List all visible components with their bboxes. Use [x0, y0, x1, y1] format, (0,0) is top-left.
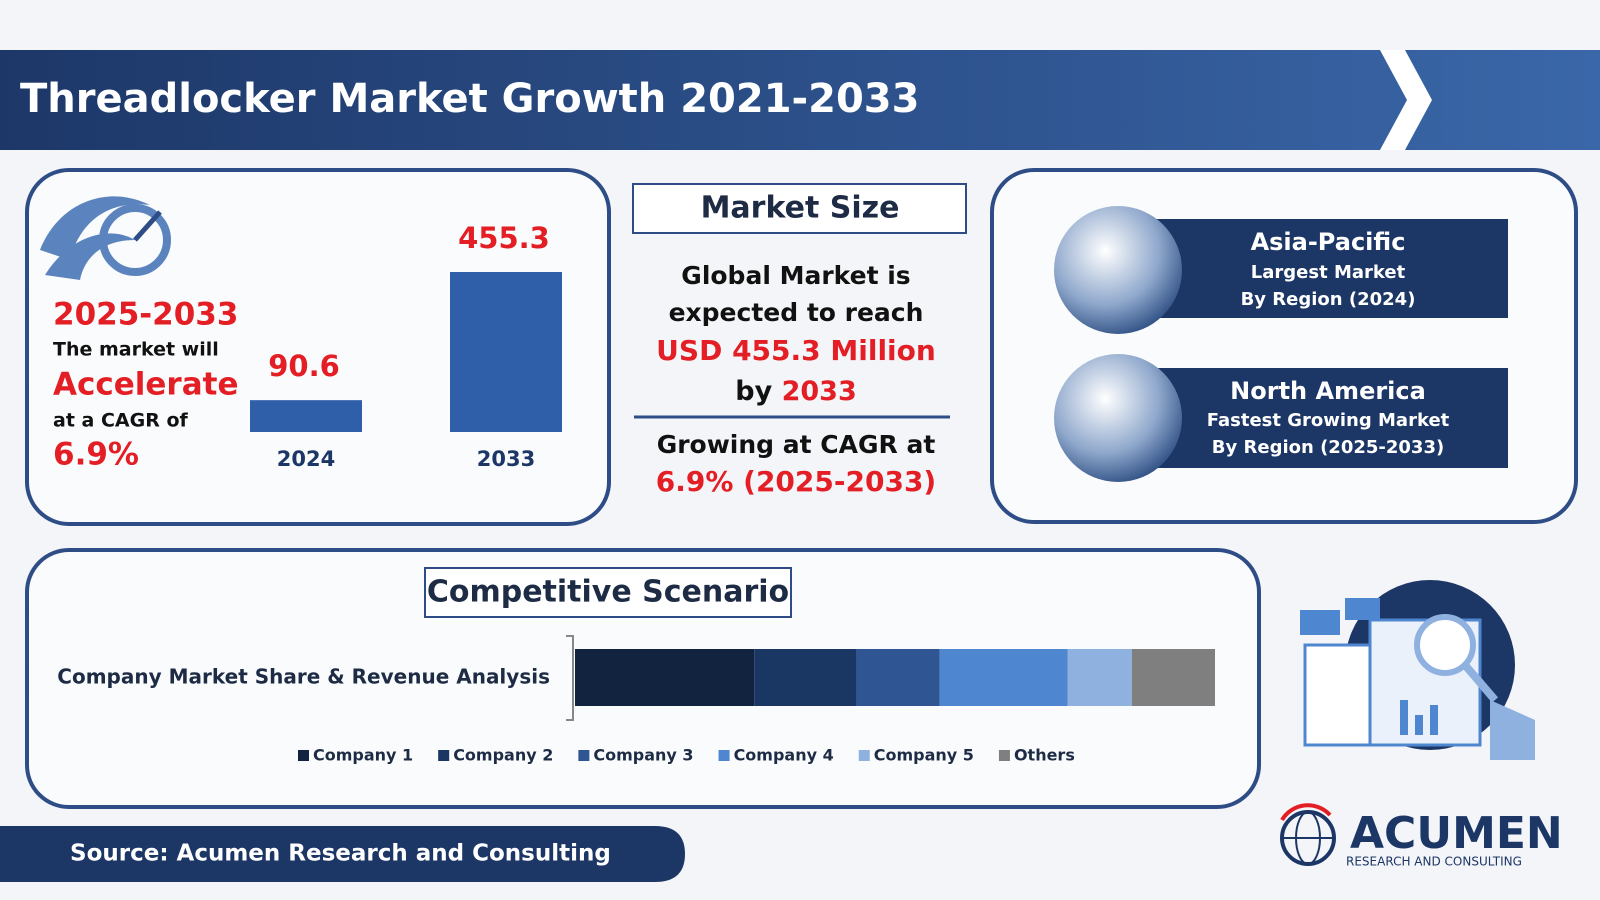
- legend-swatch: [718, 750, 730, 761]
- page-title: Threadlocker Market Growth 2021-2033: [20, 76, 919, 122]
- market-size-cagr: 6.9% (2025-2033): [656, 465, 936, 498]
- bar-segment: [856, 649, 940, 706]
- market-size-year: 2033: [782, 376, 857, 407]
- speed-icon: [40, 196, 171, 280]
- logo-name: ACUMEN: [1350, 808, 1563, 859]
- legend-label: Company 3: [593, 746, 693, 765]
- market-size-text: by: [735, 376, 772, 407]
- region-box: [1150, 368, 1508, 468]
- legend-label: Company 5: [874, 746, 974, 765]
- bracket: [566, 635, 574, 721]
- bar-segment: [939, 649, 1068, 706]
- legend-swatch: [298, 750, 309, 761]
- market-size-year-line: by 2033: [735, 376, 857, 407]
- header-band: [0, 50, 1600, 150]
- bar: [250, 400, 362, 432]
- market-size-amount: USD 455.3 Million: [656, 334, 936, 367]
- growth-text: at a CAGR of: [53, 410, 188, 432]
- growth-cagr: 6.9%: [53, 437, 139, 473]
- bar-value-label: 455.3: [458, 221, 550, 255]
- legend-label: Company 2: [453, 746, 553, 765]
- bar-segment: [1067, 649, 1132, 706]
- competitive-box: [424, 567, 792, 618]
- region-box: [1150, 219, 1508, 318]
- market-size-text: expected to reach: [669, 298, 924, 327]
- analytics-illustration: [1300, 580, 1535, 760]
- legend-swatch: [858, 750, 870, 761]
- x-tick-label: 2024: [277, 447, 335, 471]
- growth-panel: [25, 168, 611, 526]
- growth-text: The market will: [53, 339, 219, 361]
- region-name: Asia-Pacific: [1251, 228, 1406, 256]
- competitive-title: Competitive Scenario: [427, 575, 789, 610]
- legend-label: Others: [1014, 746, 1075, 765]
- globe-icon: [1054, 354, 1182, 482]
- globe-icon: [1054, 206, 1182, 334]
- bar-segment: [1131, 649, 1215, 706]
- region-period: By Region (2025-2033): [1212, 437, 1444, 458]
- region-label: Fastest Growing Market: [1207, 410, 1450, 431]
- bar-segment: [575, 649, 755, 706]
- market-size-title: Market Size: [701, 191, 900, 226]
- market-size-text: Global Market is: [681, 261, 910, 290]
- category-label: Company Market Share & Revenue Analysis: [57, 665, 550, 689]
- market-size-text: Growing at CAGR at: [657, 430, 936, 459]
- legend-swatch: [438, 750, 450, 761]
- region-label: Largest Market: [1251, 262, 1406, 283]
- growth-highlight: Accelerate: [53, 367, 238, 403]
- logo-mark: [1280, 803, 1336, 866]
- source-text: Source: Acumen Research and Consulting: [70, 841, 611, 867]
- legend-swatch: [998, 750, 1010, 761]
- legend-label: Company 4: [734, 746, 834, 765]
- bar-value-label: 90.6: [268, 349, 340, 383]
- source-banner: [0, 826, 685, 882]
- bar: [450, 272, 562, 432]
- logo-tagline: RESEARCH AND CONSULTING: [1346, 855, 1522, 869]
- region-period: By Region (2024): [1241, 289, 1416, 310]
- bar-segment: [754, 649, 857, 706]
- legend-swatch: [578, 750, 590, 761]
- region-name: North America: [1230, 377, 1426, 405]
- header-chevron: [1380, 50, 1432, 150]
- growth-period: 2025-2033: [53, 297, 238, 333]
- market-size-box: [632, 183, 967, 234]
- x-tick-label: 2033: [477, 447, 535, 471]
- legend-label: Company 1: [313, 746, 413, 765]
